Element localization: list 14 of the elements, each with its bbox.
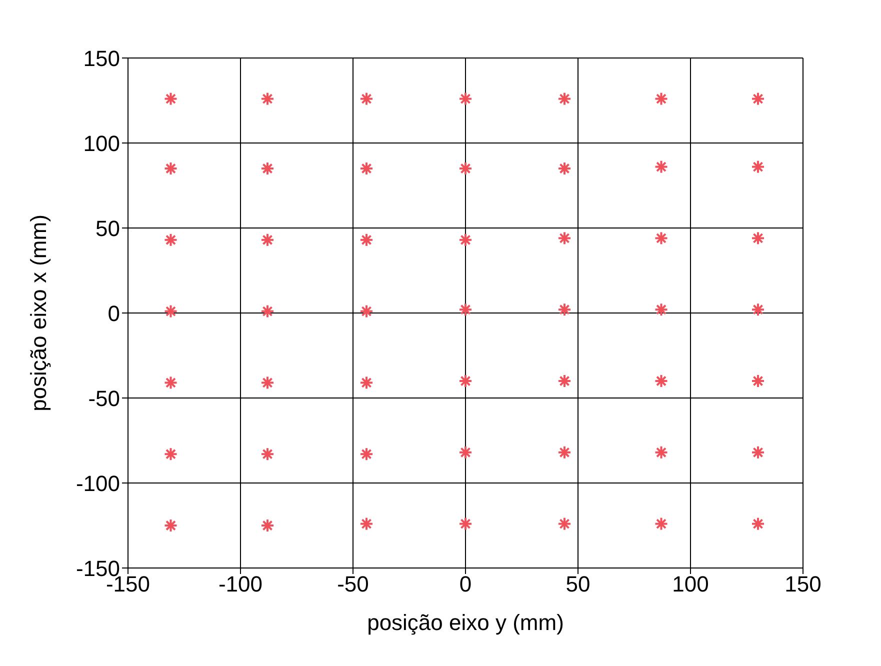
y-tick-label: -50: [88, 386, 120, 411]
y-tick-label: 100: [83, 130, 120, 156]
y-tick-label: 150: [83, 46, 120, 71]
x-tick-label: 150: [784, 572, 822, 597]
x-tick-label: 0: [459, 572, 472, 597]
x-tick-label: 100: [672, 572, 709, 597]
x-tick-label: -50: [337, 572, 369, 597]
y-tick-label: 0: [108, 300, 120, 326]
y-tick-label: 50: [96, 216, 120, 241]
y-tick-label: -100: [76, 470, 120, 496]
y-axis-title: posição eixo x (mm): [26, 214, 51, 412]
x-tick-label: 50: [566, 572, 590, 597]
x-axis-title: posição eixo y (mm): [367, 610, 564, 635]
x-tick-label: -100: [218, 572, 263, 597]
